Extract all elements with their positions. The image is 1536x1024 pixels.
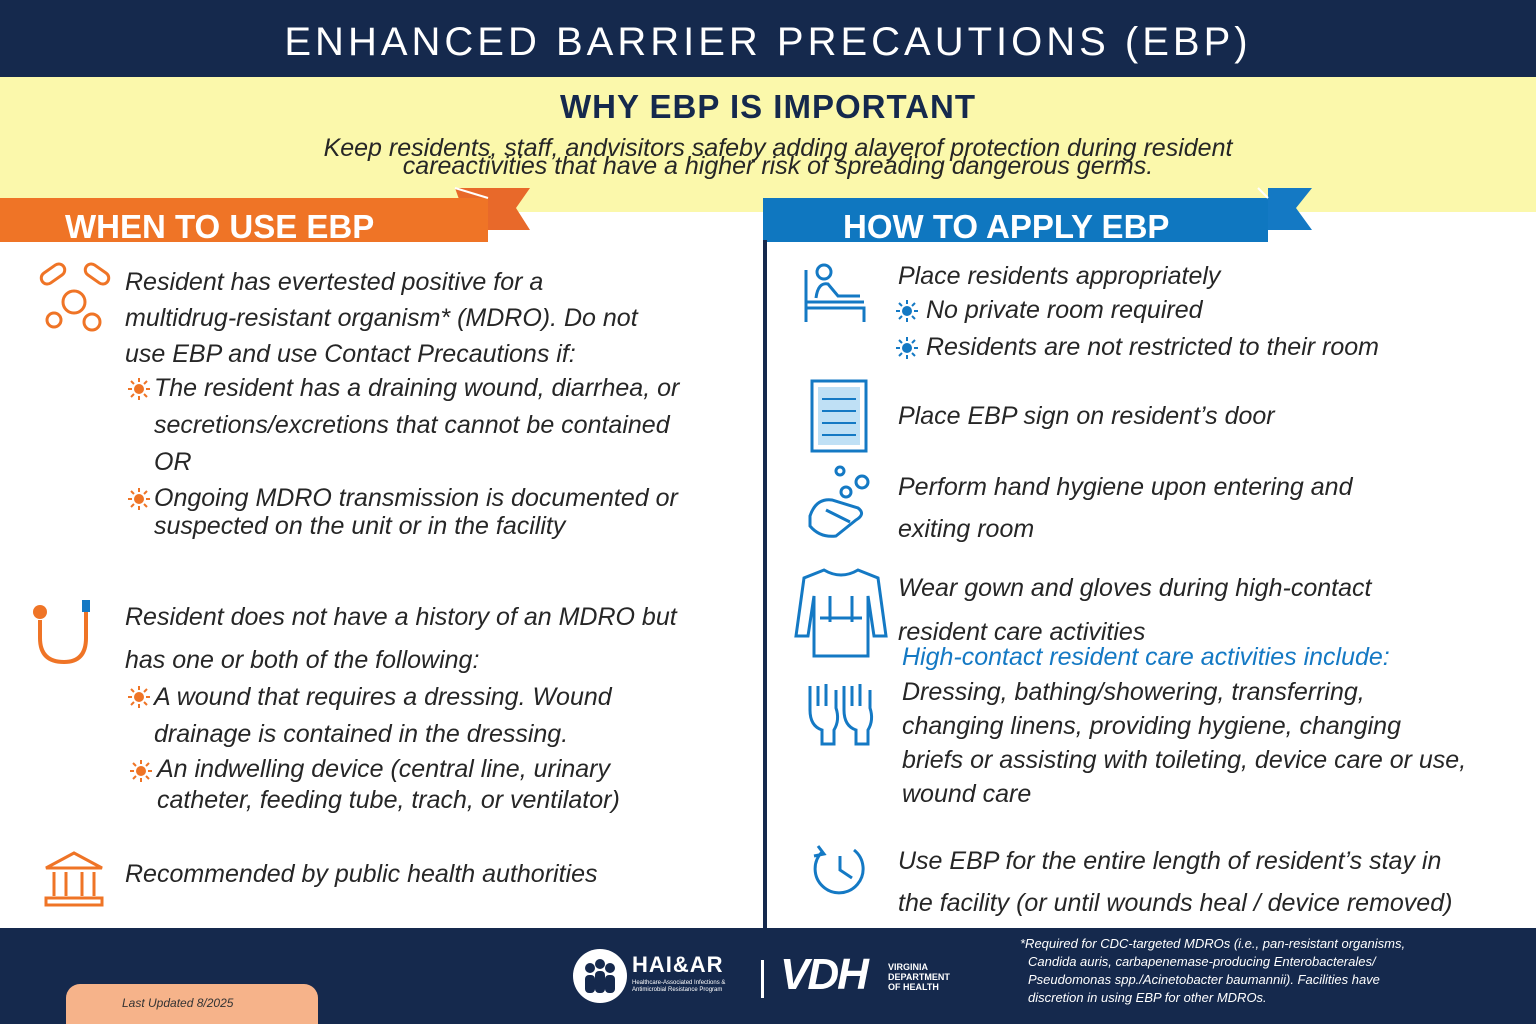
bullet: No private room required [926,296,1203,324]
when-item: Recommended by public health authorities [125,856,598,892]
line: The resident has a draining wound, diarr… [154,374,680,402]
header-title: ENHANCED BARRIER PRECAUTIONS (EBP) [284,20,1252,64]
line: Dressing, bathing/showering, transferrin… [902,678,1365,706]
line: wound care [902,780,1032,808]
how-item: Place EBP sign on resident’s door [898,398,1275,434]
vdh-sub: VIRGINIA DEPARTMENT OF HEALTH [888,962,950,992]
haiar-logo: HAI&AR [632,952,724,977]
how-title: HOW TO APPLY EBP [843,208,1170,240]
line: VIRGINIA [888,962,929,972]
why-title: WHY EBP IS IMPORTANT [559,88,977,125]
line: catheter, feeding tube, trach, or ventil… [157,786,620,814]
germ-icon [39,262,111,332]
line: secretions/excretions that cannot be con… [154,411,670,439]
line: Candida auris, carbapenemase-producing E… [1028,954,1376,969]
when-bullet: The resident has a draining wound, diarr… [154,370,679,481]
line: Perform hand hygiene upon entering and [898,473,1353,501]
line: Ongoing MDRO transmission is documented … [154,484,678,512]
line: has one or both of the following: [125,646,480,674]
line: Antimicrobial Resistance Program [632,987,723,993]
line: An indwelling device (central line, urin… [157,755,611,783]
line: drainage is contained in the dressing. [154,720,569,748]
last-updated: Last Updated 8/2025 [122,996,234,1010]
line: suspected on the unit or in the facility [154,512,566,540]
logo-divider [761,960,764,998]
building-icon [44,851,104,907]
line: Resident does not have a history of an M… [125,603,677,631]
when-item: Resident does not have a history of an M… [125,596,677,682]
handwash-icon [808,465,870,538]
clock-icon [813,845,865,895]
header-bar [0,0,1536,77]
section-tabs [0,187,1312,242]
line: DEPARTMENT [888,972,950,982]
when-bullet: An indwelling device (central line, urin… [157,754,620,816]
line: briefs or assisting with toileting, devi… [902,746,1467,774]
bullet: Residents are not restricted to their ro… [926,333,1379,361]
line: Use EBP for the entire length of residen… [898,847,1442,875]
how-item: Wear gown and gloves during high-contact… [898,566,1371,654]
how-bullets: No private room required Residents are n… [926,292,1379,366]
why-text: careactivities that have a higher risk o… [402,152,1154,180]
line: exiting room [898,515,1035,543]
when-title: WHEN TO USE EBP [65,208,375,240]
line: changing linens, providing hygiene, chan… [902,712,1401,740]
footnote: *Required for CDC-targeted MDROs (i.e., … [1020,935,1470,1007]
haiar-logo-icon [573,949,627,1003]
line: Place residents appropriately [898,262,1221,290]
when-bullet: A wound that requires a dressing. Wound … [154,679,612,753]
updated-pill [66,984,318,1024]
line: Resident has evertested positive for a [125,268,544,296]
divider [763,240,767,928]
when-item: Resident has evertested positive for a m… [125,264,638,372]
line: discretion in using EBP for other MDROs. [1028,990,1267,1005]
line: Pseudomonas spp./Acinetobacter baumannii… [1028,972,1380,987]
catheter-icon [33,600,90,665]
line: OF HEALTH [888,982,939,992]
bed-icon [804,263,866,322]
line: Recommended by public health authorities [125,860,598,888]
line: OR [154,448,192,476]
how-item: Place residents appropriately [898,258,1220,294]
how-subtitle: High-contact resident care activities in… [902,643,1390,671]
line: Wear gown and gloves during high-contact [898,574,1372,602]
haiar-sub: Healthcare-Associated Infections & Antim… [632,980,725,994]
line: multidrug-resistant organism* (MDRO). Do… [125,304,638,332]
line: A wound that requires a dressing. Wound [154,683,612,711]
vdh-logo: VDH [780,950,869,999]
line: use EBP and use Contact Precautions if: [125,340,576,368]
sign-icon [810,379,868,453]
why-text: Keep residents, staff, andvisitors safeb… [323,134,1233,162]
when-bullet: Ongoing MDRO transmission is documented … [154,484,678,540]
line: resident care activities [898,618,1146,646]
gown-icon [794,568,888,658]
line: *Required for CDC-targeted MDROs (i.e., … [1020,936,1406,951]
line: the facility (or until wounds heal / dev… [898,889,1453,917]
line: Healthcare-Associated Infections & [632,980,726,986]
line: Place EBP sign on resident’s door [898,402,1275,430]
gloves-icon [808,684,874,746]
how-item: Use EBP for the entire length of residen… [898,840,1452,924]
how-item: Perform hand hygiene upon entering and e… [898,466,1353,550]
how-detail: Dressing, bathing/showering, transferrin… [902,675,1466,811]
